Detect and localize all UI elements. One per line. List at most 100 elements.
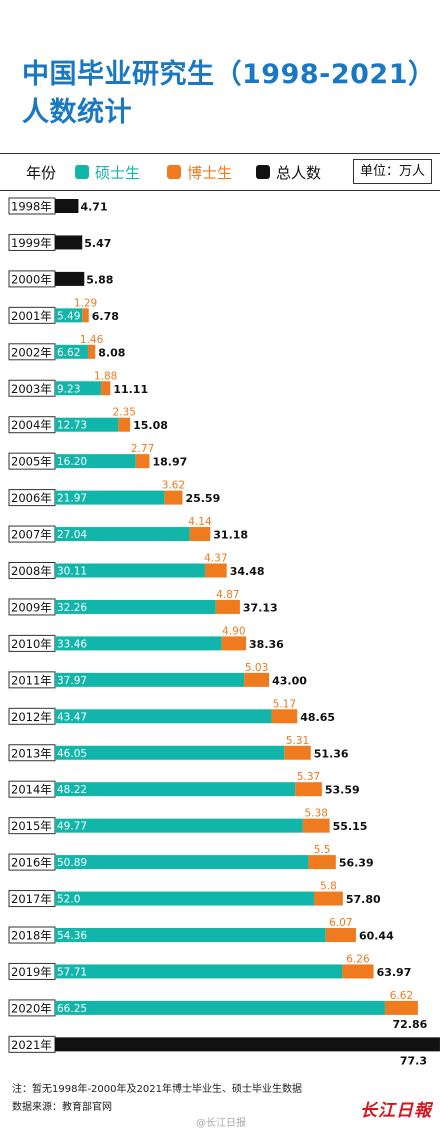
publisher-logo: 长江日報	[360, 1101, 432, 1121]
legend-label-phd: 博士生	[187, 164, 233, 182]
phd-bar	[271, 709, 298, 724]
phd-value-label: 4.37	[204, 553, 227, 565]
legend-swatch-master	[75, 165, 89, 179]
total-value-label: 77.3	[400, 1054, 427, 1067]
phd-bar	[295, 782, 322, 797]
year-label: 2013年	[11, 746, 52, 760]
total-bar	[55, 1037, 440, 1052]
master-bar	[55, 344, 88, 359]
source-note: 数据来源：教育部官网	[12, 1102, 112, 1113]
total-value-label: 15.08	[133, 419, 168, 432]
legend-year-label: 年份	[26, 164, 57, 182]
phd-bar	[118, 417, 131, 432]
year-label: 2020年	[11, 1001, 52, 1015]
phd-value-label: 6.07	[329, 917, 352, 929]
phd-value-label: 3.62	[162, 480, 185, 492]
phd-bar	[313, 891, 343, 906]
master-value-label: 30.11	[57, 566, 87, 578]
year-label: 2021年	[11, 1038, 52, 1052]
master-bar	[55, 745, 285, 760]
master-value-label: 49.77	[57, 821, 87, 833]
year-label: 2007年	[11, 528, 52, 542]
master-bar	[55, 490, 165, 505]
total-bar	[55, 199, 79, 213]
total-value-label: 18.97	[152, 456, 187, 469]
phd-value-label: 1.88	[94, 370, 117, 382]
master-bar	[55, 891, 314, 906]
total-bar	[55, 235, 83, 250]
master-bar	[55, 599, 216, 614]
phd-value-label: 5.8	[320, 881, 337, 893]
year-label: 2018年	[11, 929, 52, 943]
phd-value-label: 1.46	[80, 334, 104, 346]
total-value-label: 5.88	[86, 273, 113, 286]
master-value-label: 66.25	[57, 1003, 87, 1015]
year-label: 2014年	[11, 783, 52, 797]
master-value-label: 46.05	[57, 748, 87, 760]
total-value-label: 4.71	[80, 201, 107, 214]
phd-bar	[384, 1000, 418, 1015]
year-label: 2017年	[11, 892, 52, 906]
phd-value-label: 6.26	[346, 953, 370, 965]
year-label: 1999年	[11, 236, 52, 250]
year-label: 2016年	[11, 856, 52, 870]
phd-bar	[204, 563, 227, 578]
master-value-label: 50.89	[57, 857, 87, 869]
master-value-label: 52.0	[57, 894, 80, 906]
legend-label-total: 总人数	[276, 164, 322, 182]
total-value-label: 72.86	[392, 1018, 427, 1031]
title-line2: 人数统计	[22, 97, 132, 128]
phd-value-label: 5.17	[273, 698, 296, 710]
master-bar	[55, 417, 119, 432]
master-bar	[55, 709, 272, 724]
year-label: 2008年	[11, 564, 52, 578]
year-label: 2004年	[11, 418, 52, 432]
phd-bar	[221, 636, 247, 651]
total-value-label: 31.18	[213, 529, 248, 542]
master-value-label: 27.04	[57, 529, 87, 541]
master-bar	[55, 563, 205, 578]
year-label: 1998年	[11, 200, 52, 214]
total-value-label: 51.36	[314, 747, 349, 760]
master-bar	[55, 308, 83, 323]
total-value-label: 11.11	[113, 383, 148, 396]
master-value-label: 32.26	[57, 602, 87, 614]
footnote: 注：暂无1998年-2000年及2021年博士毕业生、硕士毕业生数据	[12, 1084, 302, 1095]
total-value-label: 5.47	[84, 237, 111, 250]
master-value-label: 48.22	[57, 784, 87, 796]
phd-value-label: 5.03	[245, 662, 268, 674]
total-value-label: 38.36	[249, 638, 284, 651]
total-value-label: 60.44	[359, 930, 394, 943]
phd-bar	[308, 855, 336, 870]
master-value-label: 16.20	[57, 456, 87, 468]
year-label: 2015年	[11, 819, 52, 833]
total-value-label: 6.78	[92, 310, 119, 323]
master-bar	[55, 928, 326, 942]
master-value-label: 54.36	[57, 930, 87, 942]
phd-value-label: 5.38	[305, 808, 328, 820]
master-value-label: 37.97	[57, 675, 87, 687]
year-label: 2003年	[11, 382, 52, 396]
year-label: 2011年	[11, 673, 52, 687]
master-bar	[55, 381, 101, 396]
year-label: 2019年	[11, 965, 52, 979]
phd-value-label: 2.77	[131, 443, 154, 455]
total-value-label: 63.97	[377, 966, 412, 979]
legend-bar: 年份 硕士生 博士生 总人数 单位：万人	[0, 153, 440, 191]
master-value-label: 5.49	[57, 310, 80, 322]
watermark: @长江日报	[196, 1118, 246, 1129]
master-bar	[55, 1000, 385, 1015]
phd-bar	[244, 672, 270, 687]
master-value-label: 6.62	[57, 347, 80, 359]
phd-bar	[284, 745, 311, 760]
year-label: 2000年	[11, 272, 52, 286]
phd-bar	[189, 527, 211, 542]
master-bar	[55, 818, 303, 833]
total-value-label: 37.13	[243, 601, 278, 614]
year-label: 2002年	[11, 345, 52, 359]
phd-value-label: 4.87	[216, 589, 239, 601]
master-bar	[55, 672, 245, 687]
year-label: 2001年	[11, 309, 52, 323]
master-value-label: 33.46	[57, 638, 87, 650]
phd-value-label: 5.5	[314, 844, 331, 856]
